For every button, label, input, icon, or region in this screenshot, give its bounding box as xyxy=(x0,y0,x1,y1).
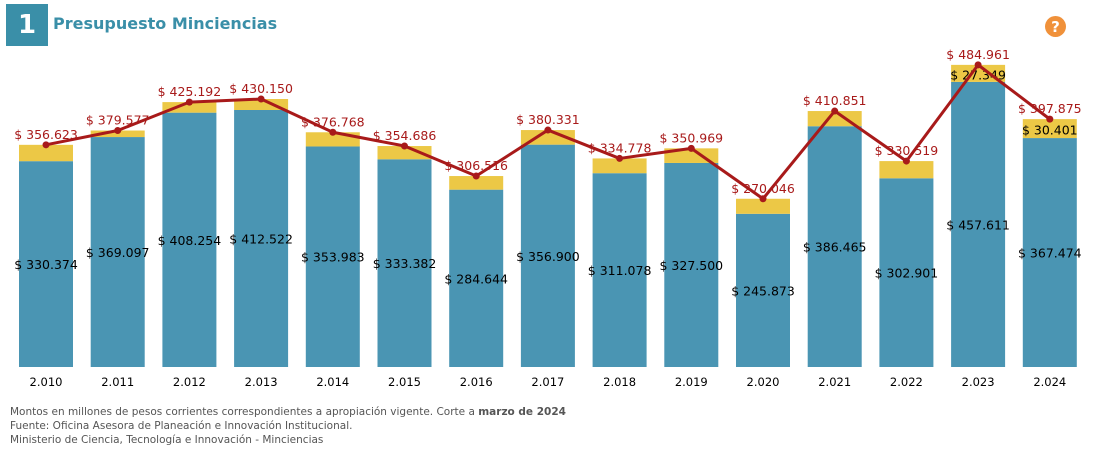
x-tick-label: 2.023 xyxy=(962,375,995,389)
footnote-line-1: Montos en millones de pesos corrientes c… xyxy=(10,406,479,418)
x-tick-label: 2.015 xyxy=(388,375,421,389)
total-point xyxy=(902,157,910,165)
bar-base xyxy=(234,109,289,368)
total-point xyxy=(42,141,50,149)
budget-chart: $ 330.374 2.010 $ 369.097 2.011 $ 408.254 2.0… xyxy=(14,47,1082,389)
bar-base-label: $ 311.078 xyxy=(588,263,652,278)
bar-base-label: $ 330.374 xyxy=(14,257,78,272)
bar-extra xyxy=(377,146,432,160)
bar-base-label: $ 412.522 xyxy=(229,231,293,246)
x-tick-label: 2.024 xyxy=(1033,375,1066,389)
x-tick-label: 2.019 xyxy=(675,375,708,389)
total-point xyxy=(257,95,265,103)
total-point xyxy=(472,172,480,180)
total-point xyxy=(687,144,695,152)
x-tick-label: 2.022 xyxy=(890,375,923,389)
bar-extra xyxy=(879,161,934,179)
bar-base-label: $ 333.382 xyxy=(373,256,437,271)
total-label: $ 484.961 xyxy=(946,47,1010,62)
page-title: Presupuesto Minciencias xyxy=(53,14,278,33)
bar-base xyxy=(807,126,862,368)
bar-base xyxy=(305,146,360,367)
total-point xyxy=(1046,115,1054,123)
total-label: $ 376.768 xyxy=(301,114,365,129)
x-tick-label: 2.016 xyxy=(460,375,493,389)
bar-base xyxy=(592,173,647,367)
x-tick-label: 2.017 xyxy=(531,375,564,389)
total-label: $ 306.516 xyxy=(444,158,508,173)
bar-base xyxy=(951,81,1006,367)
bar-base-label: $ 245.873 xyxy=(731,283,795,298)
total-point xyxy=(616,154,624,162)
bar-extra xyxy=(592,158,647,174)
total-point xyxy=(185,98,193,106)
bar-base-label: $ 408.254 xyxy=(158,233,222,248)
total-label: $ 430.150 xyxy=(229,81,293,96)
total-label: $ 270.046 xyxy=(731,181,795,196)
x-tick-label: 2.018 xyxy=(603,375,636,389)
bar-extra xyxy=(951,64,1006,82)
bar-base xyxy=(520,144,575,367)
bar-extra xyxy=(1022,119,1077,139)
bar-base xyxy=(377,159,432,367)
x-tick-label: 2.021 xyxy=(818,375,851,389)
total-label: $ 379.577 xyxy=(86,113,150,128)
total-label: $ 354.686 xyxy=(373,128,437,143)
bar-base xyxy=(664,162,719,367)
question-circle-icon[interactable]: ? xyxy=(1045,16,1066,37)
total-point xyxy=(401,142,408,150)
bar-base-label: $ 353.983 xyxy=(301,250,365,265)
x-tick-label: 2.010 xyxy=(30,375,63,389)
bar-extra-label: $ 30.401 xyxy=(1022,123,1078,138)
total-point xyxy=(974,61,982,69)
total-label: $ 410.851 xyxy=(803,93,867,108)
total-point xyxy=(329,128,337,136)
section-number: 1 xyxy=(6,4,48,46)
bar-extra xyxy=(162,102,217,113)
total-label: $ 350.969 xyxy=(659,130,723,145)
total-label: $ 380.331 xyxy=(516,112,580,127)
bar-base-label: $ 284.644 xyxy=(444,271,508,286)
footnote-date: marzo de 2024 xyxy=(478,406,566,418)
x-tick-label: 2.012 xyxy=(173,375,206,389)
bar-base xyxy=(19,161,73,367)
bar-base-label: $ 386.465 xyxy=(803,240,867,255)
bar-base xyxy=(736,213,790,367)
total-point xyxy=(114,127,122,135)
x-tick-label: 2.013 xyxy=(245,375,278,389)
bar-extra xyxy=(234,99,289,110)
bar-extra-label: $ 27.349 xyxy=(950,67,1006,82)
x-tick-label: 2.020 xyxy=(747,375,780,389)
bar-base-label: $ 356.900 xyxy=(516,249,580,264)
bar-extra xyxy=(807,111,862,127)
bar-base xyxy=(162,112,217,367)
bar-extra xyxy=(736,198,790,214)
total-label: $ 334.778 xyxy=(588,140,652,155)
bar-base xyxy=(90,137,145,367)
bar-base xyxy=(879,178,934,367)
bar-base xyxy=(1022,138,1077,367)
footnote-ministry: Ministerio de Ciencia, Tecnología e Inno… xyxy=(10,434,324,446)
bar-extra xyxy=(449,176,504,190)
total-label: $ 397.875 xyxy=(1018,101,1082,116)
total-point xyxy=(759,195,767,203)
bar-base-label: $ 457.611 xyxy=(946,217,1010,232)
total-point xyxy=(544,126,552,134)
footnote-source: Fuente: Oficina Asesora de Planeación e … xyxy=(10,420,353,432)
bar-base-label: $ 369.097 xyxy=(86,245,150,260)
footnote: Montos en millones de pesos corrientes c… xyxy=(10,405,566,447)
x-tick-label: 2.011 xyxy=(101,375,134,389)
bar-base-label: $ 302.901 xyxy=(875,266,939,281)
total-label: $ 330.519 xyxy=(875,143,939,158)
total-label: $ 356.623 xyxy=(14,127,78,142)
bar-extra xyxy=(520,130,575,145)
bar-extra xyxy=(19,144,73,162)
bar-base-label: $ 327.500 xyxy=(659,258,723,273)
x-tick-label: 2.014 xyxy=(316,375,349,389)
total-label: $ 425.192 xyxy=(158,84,222,99)
bar-base xyxy=(449,189,504,367)
total-point xyxy=(831,107,839,115)
bar-base-label: $ 367.474 xyxy=(1018,246,1082,261)
